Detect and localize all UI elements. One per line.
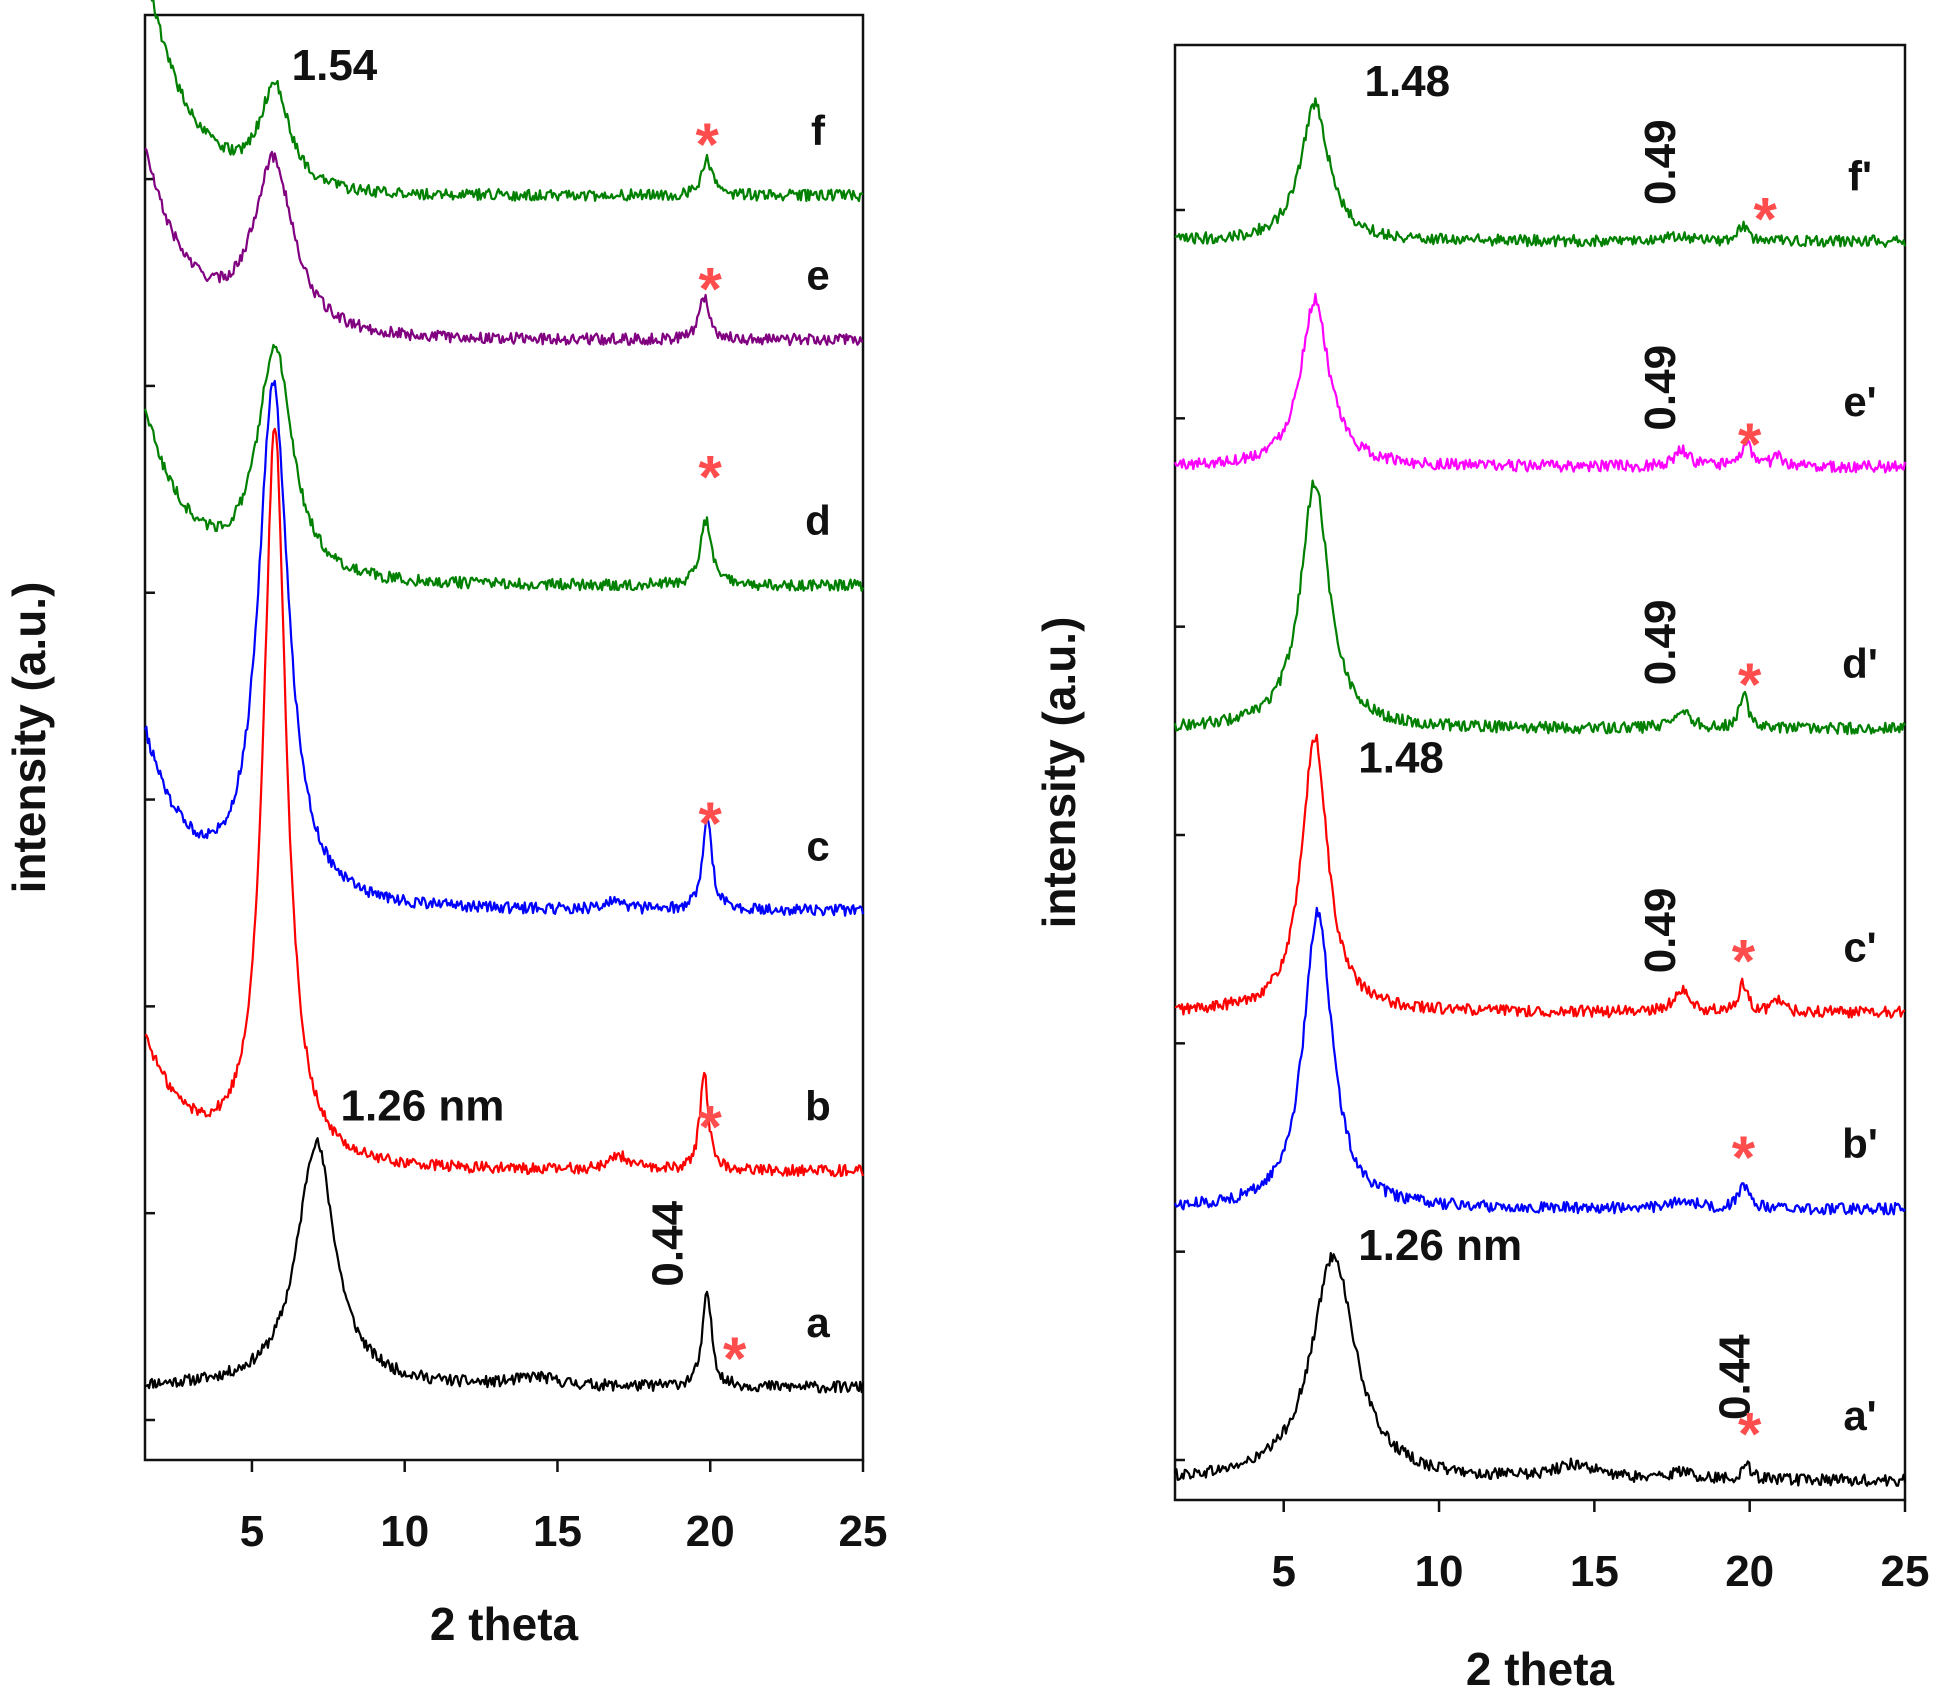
curve-label-f: f [811,107,826,154]
series-line-d [143,343,865,592]
x-tick-label: 20 [686,1507,735,1556]
peak-annotation: 0.49 [1636,600,1685,686]
curve-label-c: c [806,822,829,869]
curve-label-a: a [806,1299,830,1346]
right-panel: 5 10 15 20 25 2 theta intensity (a.u.) a' b' c' d'… [1033,43,1930,1695]
series-line-e [144,147,864,347]
plot-frame [1173,43,1907,1502]
curve-label-fp: f' [1848,153,1872,200]
curve-label-d: d [805,497,831,544]
curve-label-dp: d' [1842,640,1878,687]
asterisk-marker: * [1754,186,1778,253]
asterisk-marker: * [1738,651,1762,718]
x-tick-label: 15 [533,1507,582,1556]
plot-frame [143,13,865,1462]
asterisk-marker: * [1738,1401,1762,1468]
asterisk-marker: * [1738,411,1762,478]
peak-annotation: 0.49 [1636,345,1685,431]
asterisk-marker: * [1732,1124,1756,1191]
asterisk-marker: * [699,256,723,323]
asterisk-marker: * [1732,928,1756,995]
x-tick-label: 5 [1271,1547,1295,1596]
x-tick-label: 15 [1570,1547,1619,1596]
y-axis-title: intensity (a.u.) [3,582,55,894]
series-line-b [144,427,865,1178]
asterisk-marker: * [695,111,719,178]
series-line-ap [1173,1251,1907,1487]
series-line-bp [1173,906,1906,1216]
x-tick-label: 25 [839,1507,888,1556]
x-tick-label: 5 [240,1507,264,1556]
peak-annotation: 1.26 nm [341,1081,505,1130]
curve-label-cp: c' [1843,924,1876,971]
series-line-c [143,379,865,917]
curve-label-bp: b' [1842,1120,1878,1167]
series-line-dp [1173,479,1906,736]
series-line-fp [1174,97,1907,248]
peak-annotation: 1.48 [1364,57,1450,106]
series-line-cp [1174,733,1905,1019]
x-axis-title: 2 theta [430,1598,579,1650]
x-tick-label: 20 [1725,1547,1774,1596]
peak-annotation: 1.26 nm [1358,1221,1522,1270]
x-axis-title: 2 theta [1466,1643,1615,1695]
peak-annotation: 0.44 [644,1200,693,1286]
peak-annotation: 0.49 [1636,119,1685,205]
x-tick-label: 10 [1415,1547,1464,1596]
curve-label-ap: a' [1843,1392,1876,1439]
asterisk-marker: * [723,1325,747,1392]
peak-annotation: 1.54 [292,41,378,90]
series-line-ep [1173,292,1907,474]
series-line-a [144,1137,865,1394]
curve-label-ep: e' [1843,378,1876,425]
series-line-f [150,0,864,203]
peak-annotation: 1.48 [1358,734,1444,783]
curve-label-e: e [806,252,829,299]
asterisk-marker: * [699,790,723,857]
peak-annotation: 0.49 [1636,888,1685,974]
y-axis-title: intensity (a.u.) [1033,617,1085,929]
peak-annotation: 0.44 [1711,1334,1760,1420]
asterisk-marker: * [699,1094,723,1161]
x-tick-label: 25 [1881,1547,1930,1596]
left-panel: 5 10 15 20 25 2 theta intensity (a.u.) a b c d e f 1.… [3,0,887,1650]
asterisk-marker: * [699,443,723,510]
curve-label-b: b [805,1082,831,1129]
x-tick-label: 10 [380,1507,429,1556]
